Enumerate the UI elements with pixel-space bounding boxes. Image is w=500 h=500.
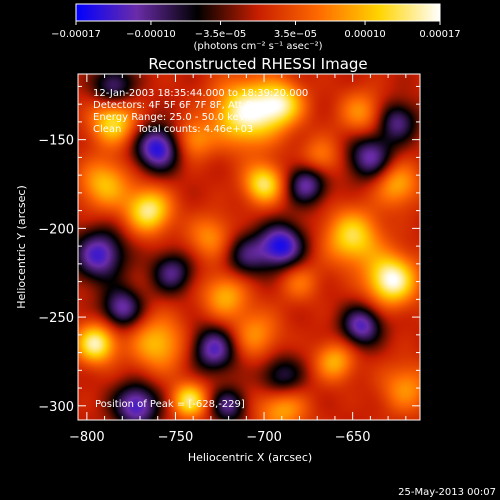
plot-area: −800 −750 −700 −650 −300 −250 −200 −150 12-Jan… bbox=[38, 73, 421, 445]
y-tick-label: −300 bbox=[38, 400, 74, 415]
colorbar bbox=[75, 3, 441, 22]
chart-title: Reconstructed RHESSI Image bbox=[148, 55, 367, 73]
heatmap-image bbox=[78, 74, 420, 420]
render-timestamp: 25-May-2013 00:07 bbox=[398, 487, 496, 498]
y-axis-label: Heliocentric Y (arcsec) bbox=[15, 185, 28, 309]
colorbar-tick-label: 3.5e−05 bbox=[274, 29, 317, 40]
colorbar-tick-label: −0.00010 bbox=[126, 29, 176, 40]
y-tick-label: −250 bbox=[38, 311, 74, 326]
colorbar-tick-label: 0.00010 bbox=[344, 29, 385, 40]
x-tick-label: −750 bbox=[158, 430, 194, 445]
annotation-counts: Clean Total counts: 4.46e+03 bbox=[93, 124, 253, 135]
x-tick-label: −700 bbox=[246, 430, 282, 445]
colorbar-tick-label: −0.00017 bbox=[51, 29, 101, 40]
x-tick-label: −800 bbox=[69, 430, 105, 445]
annotation-time: 12-Jan-2003 18:35:44.000 to 18:39:20.000 bbox=[93, 88, 308, 99]
x-axis-ticks: −800 −750 −700 −650 bbox=[69, 74, 407, 445]
colorbar-tick-label: 0.00017 bbox=[419, 29, 460, 40]
annotation-detectors: Detectors: 4F 5F 6F 7F 8F, Att 0 bbox=[93, 100, 252, 111]
y-tick-label: −150 bbox=[38, 134, 74, 149]
y-tick-label: −200 bbox=[38, 222, 74, 237]
colorbar-ticks: −0.00017 −0.00010 −3.5e−05 3.5e−05 0.00010 0.… bbox=[51, 21, 461, 40]
peak-position-label: Position of Peak = [-628,-229] bbox=[95, 399, 245, 410]
colorbar-units-label: (photons cm⁻² s⁻¹ asec⁻²) bbox=[193, 41, 322, 52]
colorbar-tick-label: −3.5e−05 bbox=[195, 29, 247, 40]
plot-frame bbox=[77, 73, 421, 421]
x-axis-label: Heliocentric X (arcsec) bbox=[188, 451, 312, 464]
y-axis-ticks: −300 −250 −200 −150 bbox=[38, 85, 420, 415]
x-tick-label: −650 bbox=[335, 430, 371, 445]
annotation-energy: Energy Range: 25.0 - 50.0 keV bbox=[93, 112, 246, 123]
